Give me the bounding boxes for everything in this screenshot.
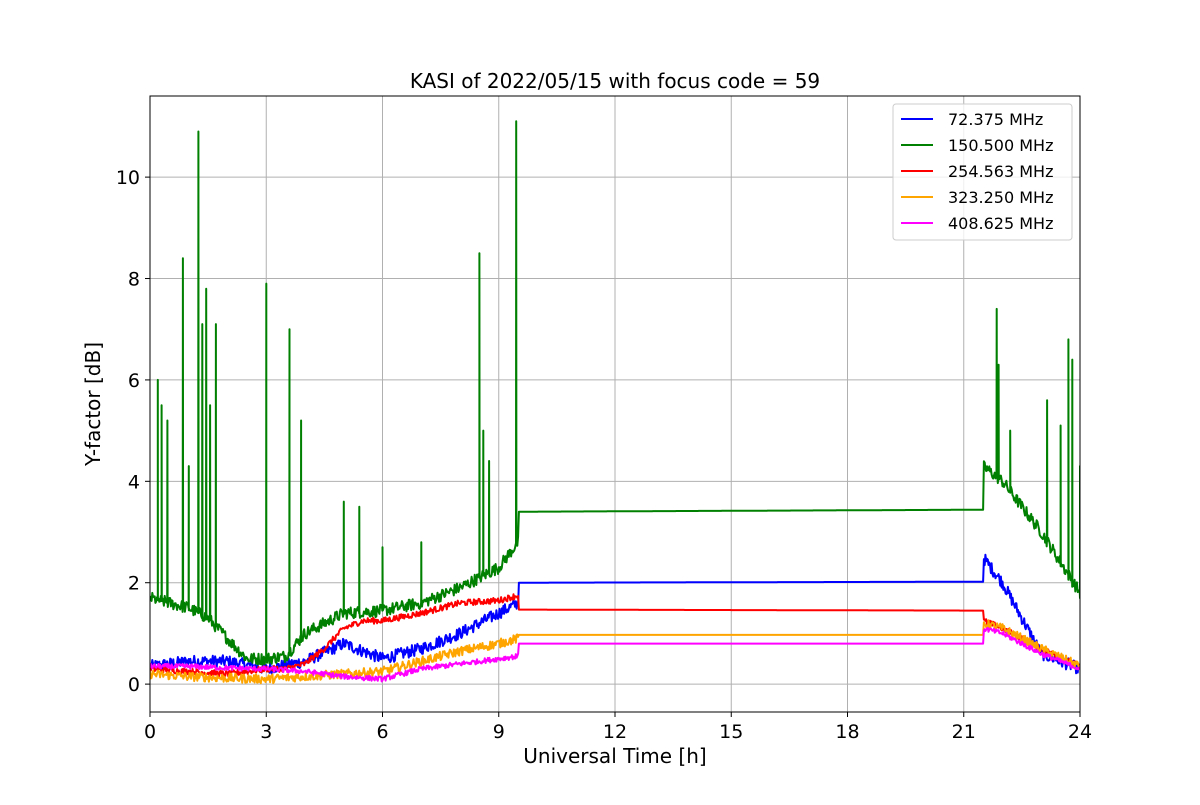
x-tick-label: 0 <box>144 721 156 743</box>
x-tick-label: 18 <box>835 721 859 743</box>
chart-title: KASI of 2022/05/15 with focus code = 59 <box>410 69 820 93</box>
y-tick-label: 10 <box>116 167 140 189</box>
x-axis: 0 3 6 9 12 15 18 21 24 <box>144 712 1092 743</box>
series-line-1 <box>150 120 1080 666</box>
x-tick-label: 12 <box>603 721 627 743</box>
legend-box <box>892 103 1073 241</box>
x-tick-label: 21 <box>952 721 976 743</box>
y-tick-label: 4 <box>128 471 140 493</box>
x-tick-label: 3 <box>260 721 272 743</box>
series-line-4 <box>150 626 1080 683</box>
y-tick-label: 2 <box>128 573 140 595</box>
legend-entry-label: 323.250 MHz <box>948 188 1053 207</box>
legend-entry-label: 254.563 MHz <box>948 162 1053 181</box>
x-tick-label: 6 <box>376 721 388 743</box>
series-line-0 <box>150 553 1080 675</box>
legend-entry-label: 408.625 MHz <box>948 214 1053 233</box>
series-lines <box>150 120 1080 685</box>
y-tick-label: 8 <box>128 269 140 291</box>
y-axis-label: Y-factor [dB] <box>81 342 105 467</box>
x-tick-label: 24 <box>1068 721 1092 743</box>
series-line-2 <box>150 593 1080 678</box>
x-tick-label: 9 <box>493 721 505 743</box>
grid <box>149 96 1081 712</box>
x-axis-label: Universal Time [h] <box>523 744 706 768</box>
series-line-3 <box>150 619 1080 685</box>
legend-entry-label: 150.500 MHz <box>948 136 1053 155</box>
x-tick-label: 15 <box>719 721 743 743</box>
y-tick-label: 6 <box>128 370 140 392</box>
y-tick-label: 0 <box>128 674 140 696</box>
legend-entry-label: 72.375 MHz <box>948 110 1043 129</box>
y-axis: 0 2 4 6 8 10 <box>116 167 150 696</box>
legend: 72.375 MHz 150.500 MHz 254.563 MHz 323.250 … <box>892 103 1073 241</box>
